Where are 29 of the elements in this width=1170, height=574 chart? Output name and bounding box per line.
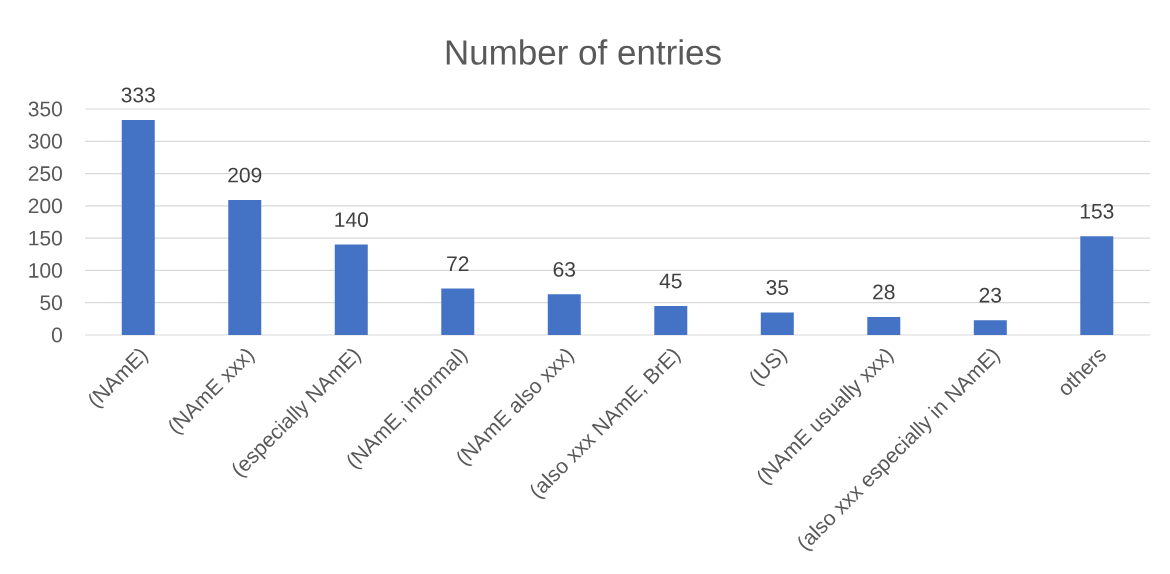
data-label: 35 [766,280,789,295]
y-tick-label: 50 [40,295,62,311]
data-label: 140 [335,212,368,228]
data-label: 333 [121,87,155,103]
y-tick-label: 350 [28,101,62,117]
bar [441,288,475,335]
bar [228,200,262,335]
data-label: 209 [228,167,262,183]
data-label: 45 [659,273,682,289]
y-tick-label: 100 [29,263,62,278]
y-tick-label: 0 [51,327,62,343]
bar [867,316,901,335]
data-label: 153 [1080,203,1114,219]
bar [1080,236,1114,335]
chart-title: Number of entries [446,39,721,65]
bar [760,312,794,335]
data-label: 72 [447,256,469,271]
data-label: 23 [979,287,1002,303]
bar [547,294,581,335]
y-tick-label: 200 [28,198,62,214]
y-tick-label: 150 [29,230,62,246]
bar [973,320,1007,335]
data-label: 28 [873,284,895,300]
data-label: 63 [553,261,576,277]
bar [121,119,155,335]
bar [334,244,368,335]
y-tick-label: 250 [28,166,62,181]
bar [654,305,688,335]
y-tick-label: 300 [28,133,62,149]
